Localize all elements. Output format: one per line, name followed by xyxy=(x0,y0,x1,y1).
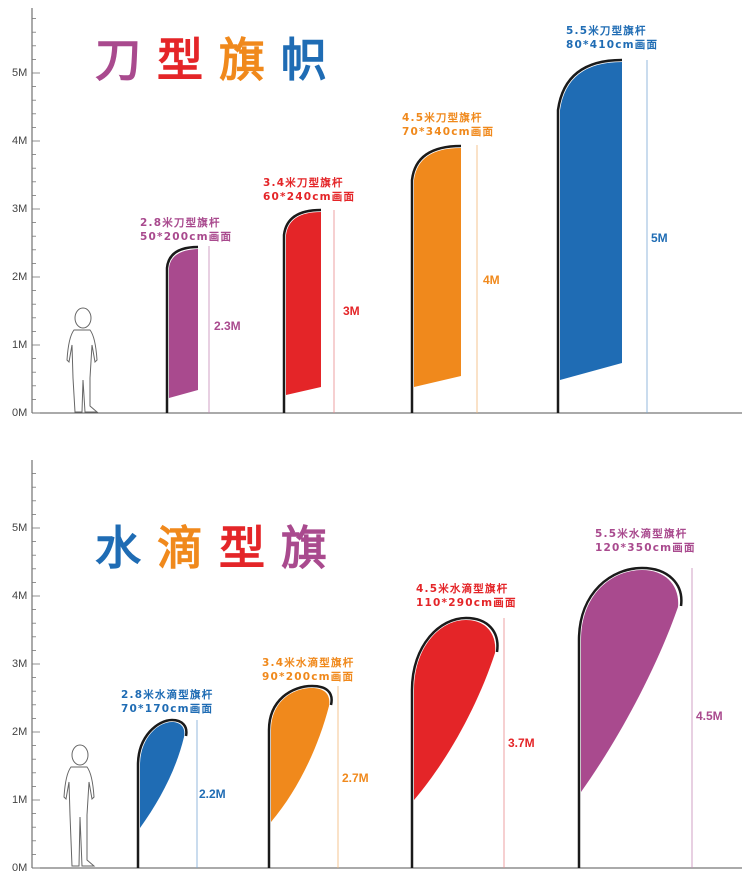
axis-label-2m: 2M xyxy=(12,726,27,738)
flag-size-label: 60*240cm画面 xyxy=(263,191,355,203)
flag-height-label: 3.7M xyxy=(508,736,535,750)
title-char: 旗 xyxy=(281,521,327,575)
flag-size-label: 70*170cm画面 xyxy=(121,703,213,715)
flag-spec-label: 3.4米刀型旗杆 xyxy=(263,176,344,189)
flag-height-label: 5M xyxy=(651,231,668,245)
flag-height-label: 4M xyxy=(483,273,500,287)
flag-spec-label: 2.8米刀型旗杆 xyxy=(140,216,221,229)
axis-label-1m: 1M xyxy=(12,794,27,806)
flag-size-label: 70*340cm画面 xyxy=(402,126,494,138)
title-char: 型 xyxy=(157,33,203,87)
knife-section-title: 刀 型 旗 帜 xyxy=(95,33,327,87)
flag-size-label: 50*200cm画面 xyxy=(140,231,232,243)
axis-label-0m: 0M xyxy=(12,407,27,419)
teardrop-flag-section: 0M 1M 2M 3M 4M 5M 水 滴 型 旗 2.2M 2.8米水滴型旗杆… xyxy=(12,460,742,874)
axis-label-1m: 1M xyxy=(12,339,27,351)
flag-size-label: 80*410cm画面 xyxy=(566,39,658,51)
teardrop-height-axis: 0M 1M 2M 3M 4M 5M xyxy=(12,460,742,874)
flag-height-label: 2.7M xyxy=(342,771,369,785)
human-silhouette-icon xyxy=(66,307,99,413)
knife-flag-section: 0M 1M 2M 3M 4M 5M 刀 型 旗 帜 2.3M 2.8米刀型旗杆 … xyxy=(12,8,742,419)
flag-spec-label: 4.5米水滴型旗杆 xyxy=(416,582,508,595)
knife-flag-2-8m: 2.3M 2.8米刀型旗杆 50*200cm画面 xyxy=(140,216,241,413)
human-silhouette-icon xyxy=(63,744,96,867)
axis-label-0m: 0M xyxy=(12,862,27,874)
axis-label-5m: 5M xyxy=(12,522,27,534)
axis-label-4m: 4M xyxy=(12,135,27,147)
teardrop-flag-5-5m: 4.5M 5.5米水滴型旗杆 120*350cm画面 xyxy=(577,527,723,868)
knife-flag-5-5m: 5M 5.5米刀型旗杆 80*410cm画面 xyxy=(556,24,668,413)
knife-flag-4-5m: 4M 4.5米刀型旗杆 70*340cm画面 xyxy=(402,111,500,413)
flag-size-label: 90*200cm画面 xyxy=(262,671,354,683)
title-char: 旗 xyxy=(219,33,265,87)
flag-spec-label: 3.4米水滴型旗杆 xyxy=(262,656,354,669)
title-char: 刀 xyxy=(95,33,141,87)
axis-label-4m: 4M xyxy=(12,590,27,602)
title-char: 水 xyxy=(95,521,142,575)
axis-label-5m: 5M xyxy=(12,67,27,79)
knife-height-axis: 0M 1M 2M 3M 4M 5M xyxy=(12,8,742,419)
teardrop-flag-4-5m: 3.7M 4.5米水滴型旗杆 110*290cm画面 xyxy=(410,582,535,868)
axis-label-2m: 2M xyxy=(12,271,27,283)
flag-size-label: 110*290cm画面 xyxy=(416,597,517,609)
teardrop-flag-3-4m: 2.7M 3.4米水滴型旗杆 90*200cm画面 xyxy=(262,656,369,868)
teardrop-section-title: 水 滴 型 旗 xyxy=(95,521,327,575)
flag-height-label: 2.3M xyxy=(214,319,241,333)
flag-spec-label: 4.5米刀型旗杆 xyxy=(402,111,483,124)
flag-spec-label: 5.5米水滴型旗杆 xyxy=(595,527,687,540)
flag-height-label: 3M xyxy=(343,304,360,318)
teardrop-flag-2-8m: 2.2M 2.8米水滴型旗杆 70*170cm画面 xyxy=(121,688,226,868)
flag-size-label: 120*350cm画面 xyxy=(595,542,696,554)
flag-height-label: 4.5M xyxy=(696,709,723,723)
title-char: 滴 xyxy=(157,521,203,575)
flag-spec-label: 2.8米水滴型旗杆 xyxy=(121,688,213,701)
flag-height-label: 2.2M xyxy=(199,787,226,801)
flag-spec-label: 5.5米刀型旗杆 xyxy=(566,24,647,37)
title-char: 型 xyxy=(219,521,265,575)
axis-label-3m: 3M xyxy=(12,658,27,670)
knife-flag-3-4m: 3M 3.4米刀型旗杆 60*240cm画面 xyxy=(263,176,360,413)
axis-label-3m: 3M xyxy=(12,203,27,215)
title-char: 帜 xyxy=(281,33,327,87)
